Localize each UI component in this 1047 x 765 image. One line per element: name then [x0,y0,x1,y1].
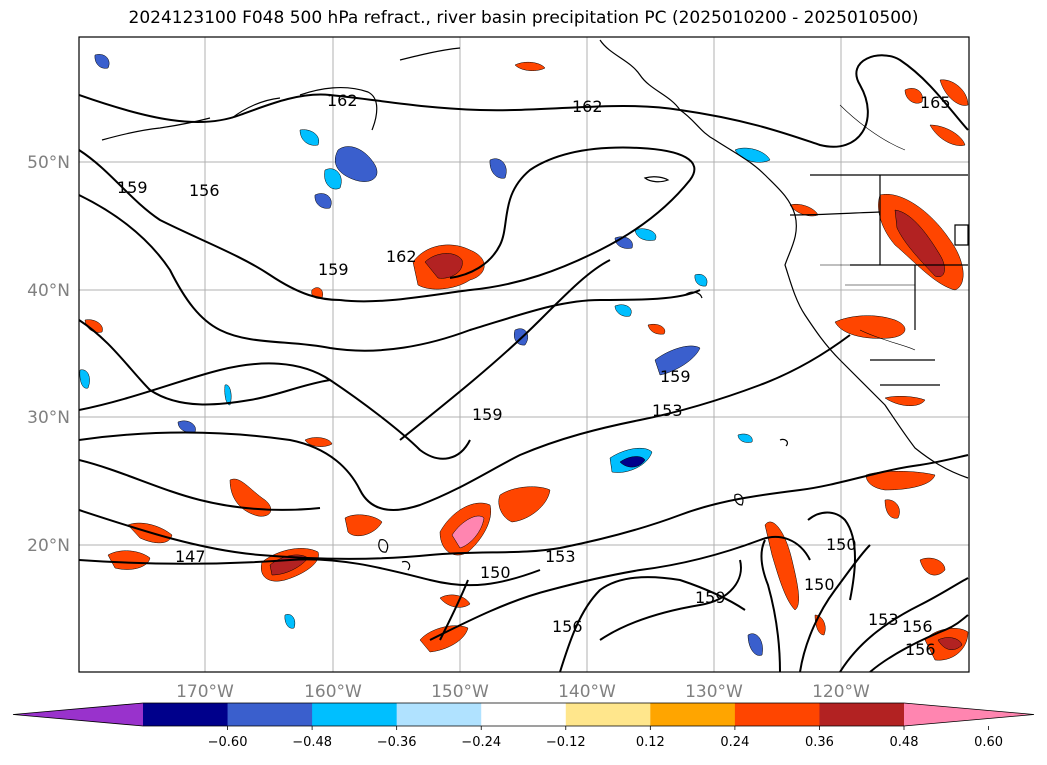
contour-label: 156 [902,617,933,636]
lon-tick-label: 130°W [685,682,743,702]
contour-label: 156 [552,617,583,636]
colorbar-segment [227,703,313,726]
contour-label: 165 [920,93,951,112]
contour-label: 159 [117,178,148,197]
contour-label: 153 [868,610,899,629]
gridlines [79,37,969,672]
colorbar-tick-label: −0.12 [546,735,586,750]
colorbar-segment [650,703,736,726]
colorbar-tick-label: 0.36 [805,735,834,750]
contour-label: 159 [472,405,503,424]
contour-label: 162 [386,247,417,266]
colorbar-outline [12,702,1035,727]
contour-label: 156 [905,640,936,659]
colorbar-segment [143,703,229,726]
colorbar-extension-high [904,703,1034,726]
contour-label: 162 [327,91,358,110]
colorbar-segment [396,703,482,726]
map-title: 2024123100 F048 500 hPa refract., river … [128,8,919,28]
colorbar-tick-label: 0.24 [720,735,749,750]
contour-label: 153 [545,547,576,566]
lat-tick-labels: 50°N 40°N 30°N 20°N [27,153,70,556]
lon-tick-label: 120°W [812,682,870,702]
lat-tick-label: 40°N [27,281,70,301]
contour-label: 153 [652,401,683,420]
lon-tick-labels: 170°W 160°W 150°W 140°W 130°W 120°W [176,682,870,702]
colorbar-segment [312,703,398,726]
colorbar-segment [734,703,820,726]
positive-precip-areas [84,61,969,661]
contour-label: 156 [189,181,220,200]
contour-label: 162 [572,97,603,116]
colorbar-tick-label: 0.60 [974,735,1003,750]
contour-labels: 162 162 165 159 156 162 159 159 153 147 … [117,91,951,659]
contour-label: 159 [695,588,726,607]
contour-label: 150 [804,575,835,594]
contour-label: 159 [660,367,691,386]
map-frame [78,36,970,673]
colorbar-tick-label: 0.48 [890,735,919,750]
colorbar-tick-label: −0.60 [208,735,248,750]
colorbar-segment [565,703,651,726]
lon-tick-label: 160°W [304,682,362,702]
height-contours [79,54,969,672]
lon-tick-label: 150°W [431,682,489,702]
lon-tick-label: 140°W [558,682,616,702]
contour-label: 147 [175,547,206,566]
colorbar-tick-label: 0.12 [636,735,665,750]
colorbar-segment [819,703,905,726]
coastlines [101,39,969,571]
colorbar-tick-label: −0.48 [292,735,332,750]
lon-tick-label: 170°W [176,682,234,702]
state-borders [820,104,916,351]
lat-tick-label: 20°N [27,536,70,556]
colorbar-extension-low [13,703,143,726]
colorbar-tick-label: −0.24 [461,735,501,750]
colorbar-segment [481,703,567,726]
colorbar-tick-label: −0.36 [377,735,417,750]
lat-tick-label: 50°N [27,153,70,173]
contour-label: 150 [826,535,857,554]
contour-label: 159 [318,260,349,279]
colorbar: −0.60 −0.48 −0.36 −0.24 −0.12 0.12 0.24 0.36 0.4… [12,702,1035,750]
lat-tick-label: 30°N [27,408,70,428]
contour-label: 150 [480,563,511,582]
